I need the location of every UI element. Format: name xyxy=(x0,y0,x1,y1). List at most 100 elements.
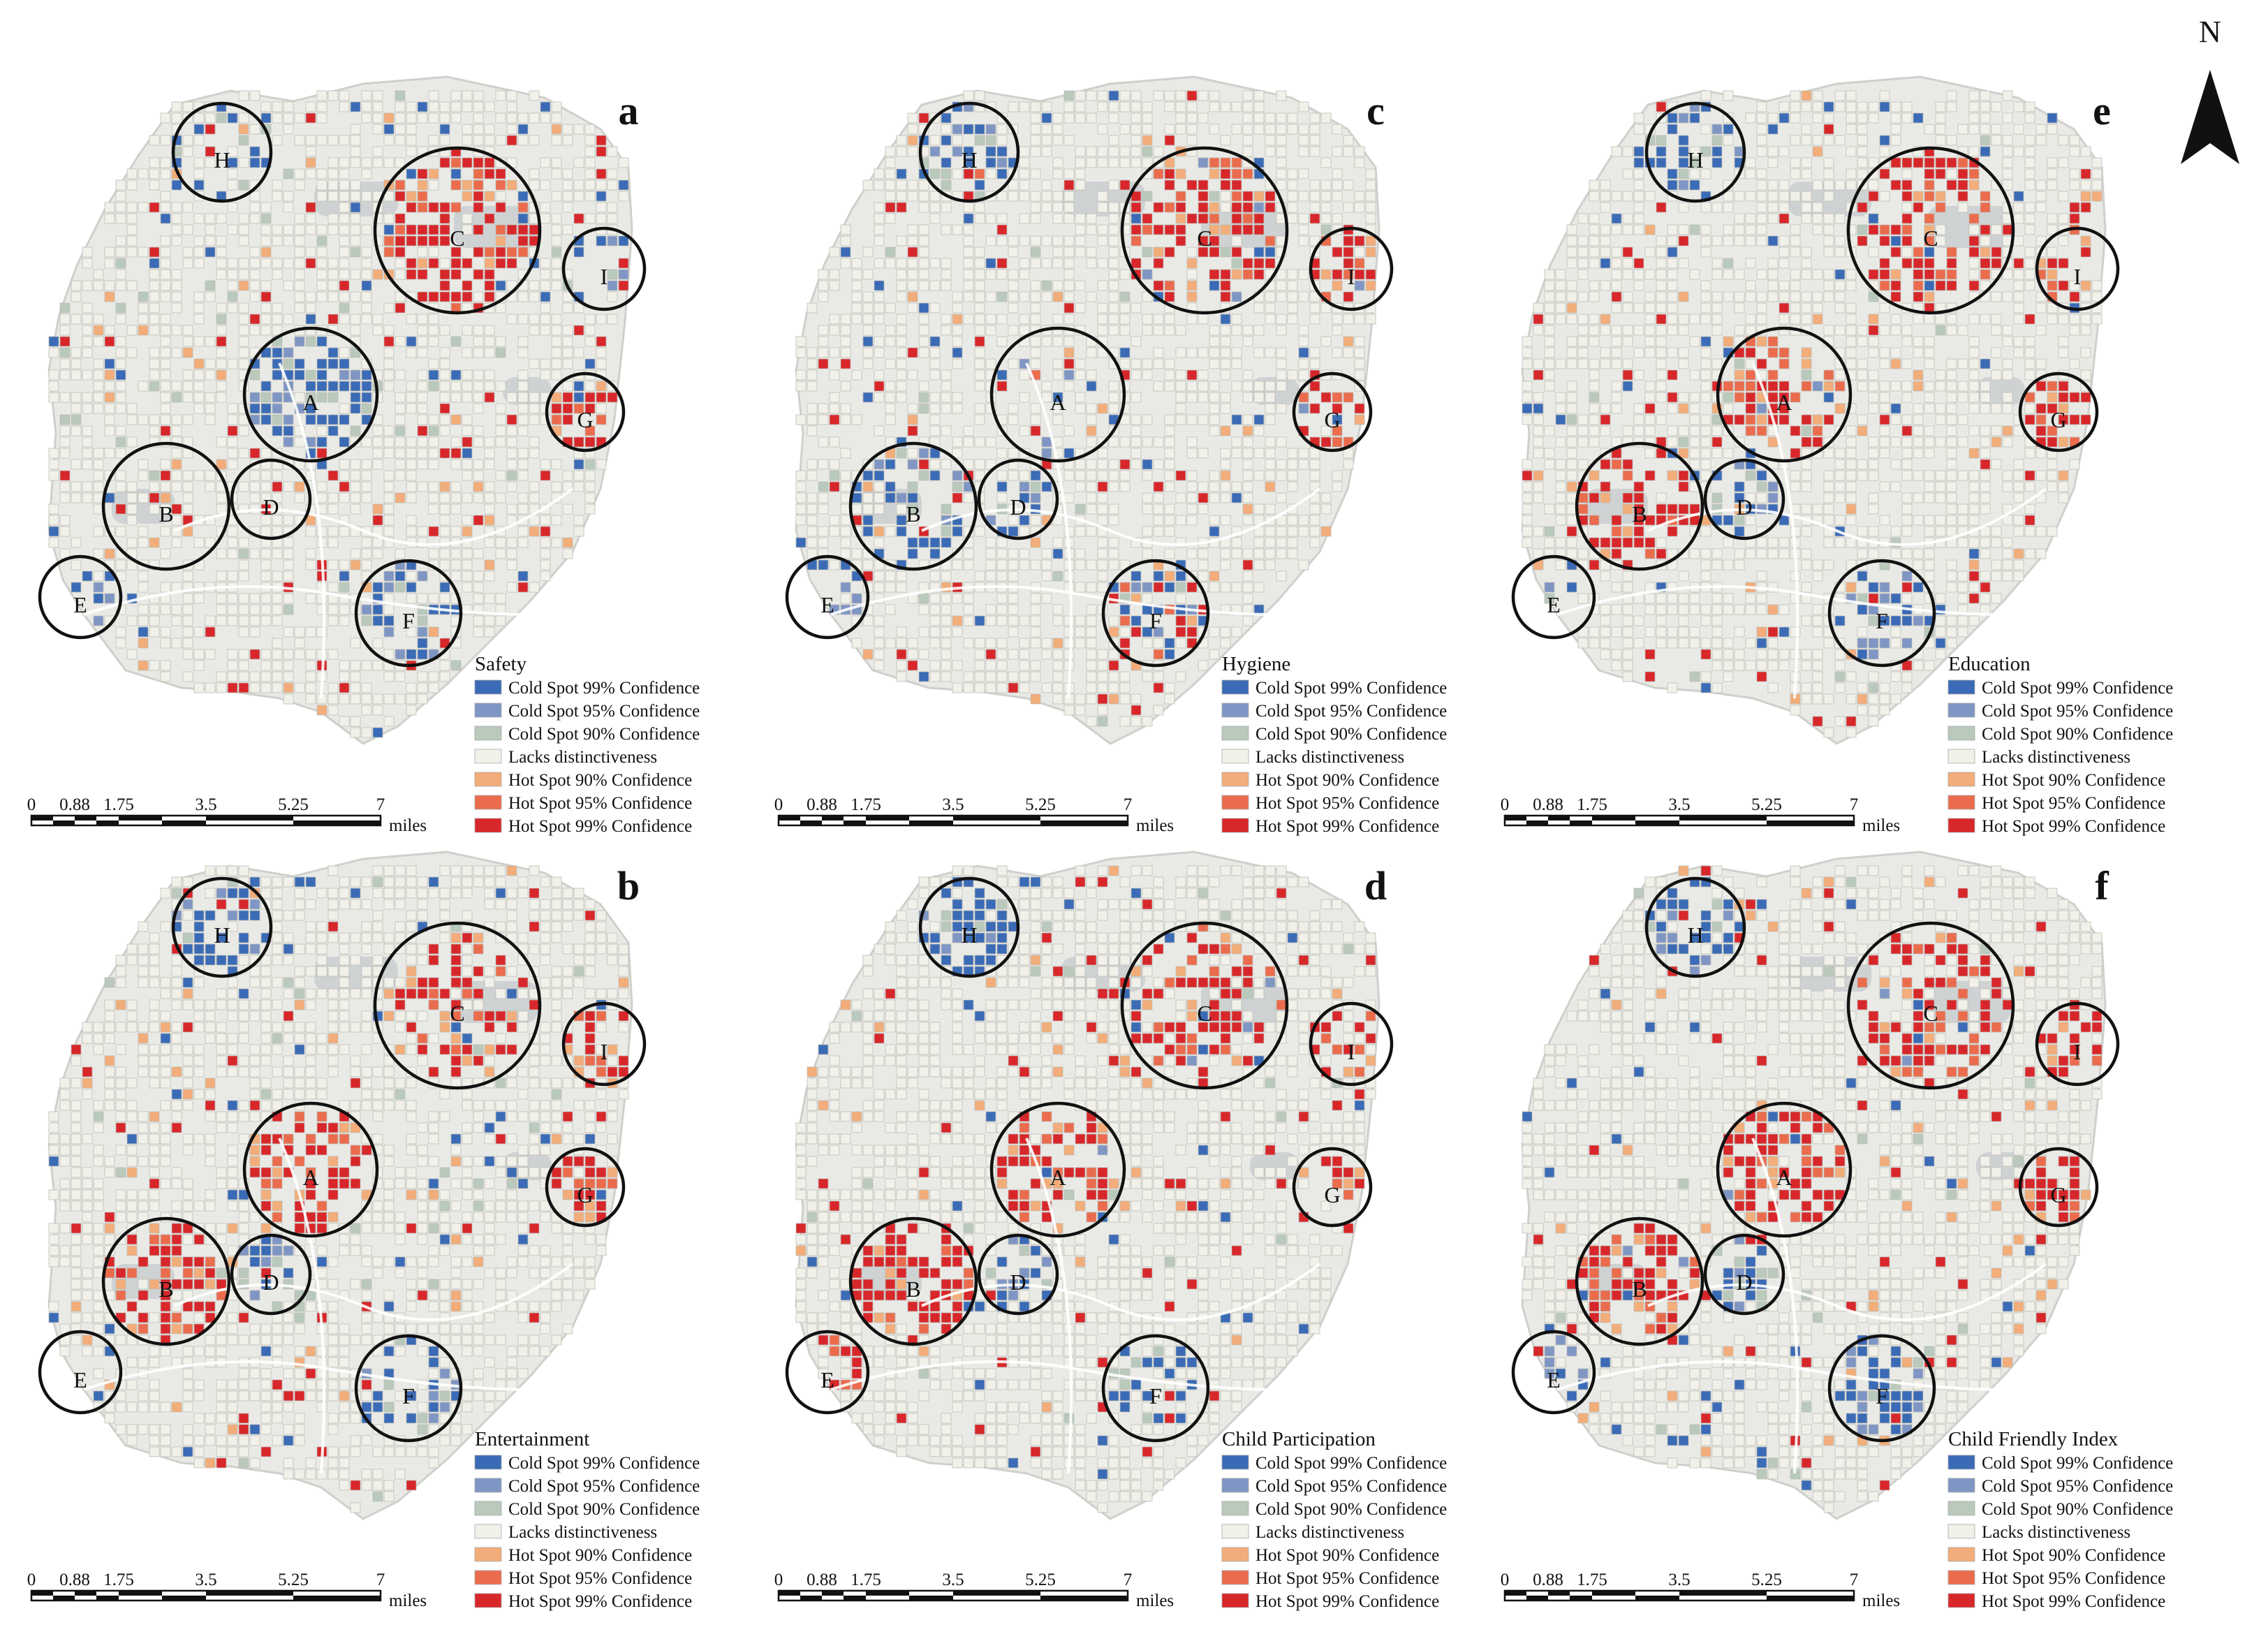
grid-cell xyxy=(1812,291,1823,302)
grid-cell xyxy=(1522,526,1533,537)
grid-cell xyxy=(361,727,372,738)
grid-cell xyxy=(59,369,71,381)
grid-cell xyxy=(205,649,216,660)
grid-cell xyxy=(1209,381,1220,392)
grid-cell xyxy=(1924,392,1935,403)
grid-cell xyxy=(238,571,249,582)
grid-cell xyxy=(283,682,294,693)
grid-cell xyxy=(1790,314,1801,325)
grid-cell xyxy=(115,369,126,381)
grid-cell xyxy=(1745,470,1756,481)
grid-cell xyxy=(1968,90,1980,101)
grid-cell xyxy=(1946,436,1957,448)
grid-cell xyxy=(249,325,260,336)
grid-cell xyxy=(1767,369,1779,381)
grid-cell xyxy=(2013,101,2024,112)
grid-cell xyxy=(361,682,372,693)
grid-cell xyxy=(1119,302,1131,314)
legend-swatch xyxy=(474,749,502,764)
grid-cell xyxy=(439,124,450,135)
grid-cell xyxy=(1857,146,1868,157)
grid-cell xyxy=(350,101,361,112)
grid-cell xyxy=(450,660,462,671)
grid-cell xyxy=(1086,559,1097,571)
grid-cell xyxy=(896,269,907,280)
grid-cell xyxy=(1108,302,1119,314)
grid-cell xyxy=(1700,638,1711,649)
grid-cell xyxy=(160,548,171,559)
grid-cell xyxy=(450,336,462,347)
grid-cell xyxy=(1756,112,1767,124)
grid-cell xyxy=(383,112,395,124)
grid-cell xyxy=(1063,705,1075,716)
grid-cell xyxy=(584,213,596,224)
grid-cell xyxy=(1253,470,1265,481)
grid-cell xyxy=(506,179,517,191)
grid-cell xyxy=(2002,112,2013,124)
grid-cell xyxy=(193,626,205,638)
grid-cell xyxy=(495,191,506,202)
grid-cell xyxy=(361,246,372,258)
grid-cell xyxy=(149,503,160,515)
grid-cell xyxy=(316,381,327,392)
grid-cell xyxy=(963,604,974,615)
grid-cell xyxy=(1812,414,1823,425)
grid-cell xyxy=(205,481,216,492)
grid-cell xyxy=(840,548,851,559)
grid-cell xyxy=(1644,448,1656,459)
grid-cell xyxy=(1823,481,1834,492)
grid-cell xyxy=(540,470,551,481)
grid-cell xyxy=(1153,314,1164,325)
grid-cell xyxy=(1812,213,1823,224)
grid-cell xyxy=(149,302,160,314)
grid-cell xyxy=(540,112,551,124)
grid-cell xyxy=(249,246,260,258)
grid-cell xyxy=(1734,269,1745,280)
grid-cell xyxy=(963,559,974,571)
grid-cell xyxy=(1186,258,1198,269)
grid-cell xyxy=(272,269,283,280)
grid-cell xyxy=(395,112,406,124)
grid-cell xyxy=(1756,124,1767,135)
grid-cell xyxy=(450,258,462,269)
grid-cell xyxy=(1689,179,1700,191)
grid-cell xyxy=(1164,381,1175,392)
grid-cell xyxy=(1030,358,1041,369)
legend-swatch xyxy=(474,795,502,810)
grid-cell xyxy=(249,124,260,135)
grid-cell xyxy=(1913,559,1924,571)
grid-cell xyxy=(1097,571,1108,582)
grid-cell xyxy=(1164,325,1175,336)
grid-cell xyxy=(918,258,929,269)
grid-cell xyxy=(1700,336,1711,347)
grid-cell xyxy=(1611,246,1622,258)
grid-cell xyxy=(1287,202,1298,213)
grid-cell xyxy=(1723,291,1734,302)
grid-cell xyxy=(1276,90,1287,101)
grid-cell xyxy=(59,392,71,403)
grid-cell xyxy=(2013,202,2024,213)
grid-cell xyxy=(1980,101,1991,112)
grid-cell xyxy=(551,358,562,369)
grid-cell xyxy=(851,314,862,325)
grid-cell xyxy=(829,392,840,403)
grid-cell xyxy=(907,638,918,649)
grid-cell xyxy=(1957,358,1968,369)
grid-cell xyxy=(1745,381,1756,392)
grid-cell xyxy=(1175,191,1186,202)
grid-cell xyxy=(1633,615,1644,626)
grid-cell xyxy=(227,202,238,213)
grid-cell xyxy=(1823,414,1834,425)
grid-cell xyxy=(249,291,260,302)
grid-cell xyxy=(171,638,182,649)
grid-cell xyxy=(484,459,495,470)
grid-cell xyxy=(216,888,227,899)
grid-cell xyxy=(1924,213,1935,224)
grid-cell xyxy=(305,135,316,146)
grid-cell xyxy=(1868,213,1879,224)
grid-cell xyxy=(1220,168,1231,179)
scale-tick-label: 0 xyxy=(774,795,783,814)
grid-cell xyxy=(1052,314,1063,325)
grid-cell xyxy=(82,392,93,403)
grid-cell xyxy=(439,258,450,269)
